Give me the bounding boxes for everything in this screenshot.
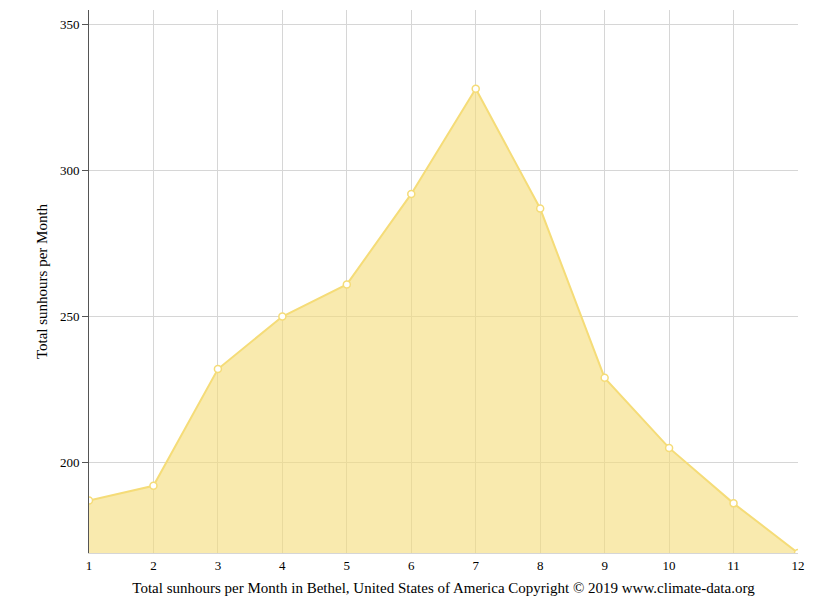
svg-text:Total sunhours per Month in Be: Total sunhours per Month in Bethel, Unit… (132, 580, 755, 596)
svg-text:250: 250 (60, 309, 80, 324)
svg-text:Total sunhours per Month: Total sunhours per Month (34, 203, 50, 359)
svg-text:8: 8 (537, 558, 544, 573)
svg-text:200: 200 (60, 455, 80, 470)
svg-text:11: 11 (727, 558, 740, 573)
svg-text:9: 9 (601, 558, 608, 573)
svg-text:3: 3 (215, 558, 222, 573)
svg-text:1: 1 (86, 558, 93, 573)
svg-text:350: 350 (60, 17, 80, 32)
svg-text:300: 300 (60, 163, 80, 178)
svg-text:7: 7 (472, 558, 479, 573)
svg-text:10: 10 (663, 558, 676, 573)
svg-text:6: 6 (408, 558, 415, 573)
svg-text:2: 2 (150, 558, 157, 573)
svg-text:5: 5 (344, 558, 351, 573)
svg-text:4: 4 (279, 558, 286, 573)
svg-text:12: 12 (792, 558, 805, 573)
